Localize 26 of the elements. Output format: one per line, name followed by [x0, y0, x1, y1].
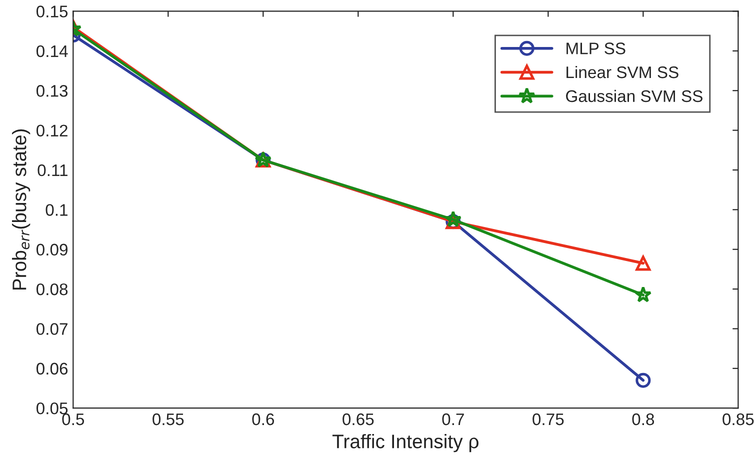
legend-label: MLP SS — [566, 42, 626, 54]
legend-label: Gaussian SVM SS — [566, 90, 702, 102]
x-tick-label: 0.7 — [442, 413, 464, 426]
y-tick-label: 0.06 — [36, 362, 68, 375]
y-tick-label: 0.15 — [36, 6, 68, 18]
x-tick-label: 0.65 — [342, 413, 374, 426]
y-tick-label: 0.1 — [46, 204, 68, 216]
y-tick-label: 0.12 — [36, 124, 68, 136]
x-tick-label: 0.8 — [632, 413, 654, 426]
y-tick-label: 0.11 — [38, 164, 68, 176]
y-tick-label: 0.08 — [36, 283, 68, 296]
x-tick-label: 0.5 — [62, 413, 84, 426]
legend-label: Linear SVM SS — [566, 66, 678, 78]
y-tick-label: 0.05 — [36, 402, 68, 414]
y-tick-label: 0.13 — [36, 85, 68, 97]
x-tick-label: 0.85 — [722, 413, 754, 426]
y-tick-label: 0.07 — [36, 323, 68, 335]
x-tick-label: 0.55 — [152, 413, 184, 426]
x-tick-label: 0.6 — [252, 413, 274, 426]
x-axis-title: Traffic Intensity ρ — [332, 434, 478, 452]
y-tick-label: 0.14 — [36, 45, 68, 58]
point — [634, 286, 652, 302]
y-tick-label: 0.09 — [36, 244, 68, 256]
y-axis-title: Prob$_{err}$(busy state) — [12, 129, 30, 290]
x-tick-label: 0.75 — [532, 413, 564, 426]
point — [636, 372, 651, 388]
